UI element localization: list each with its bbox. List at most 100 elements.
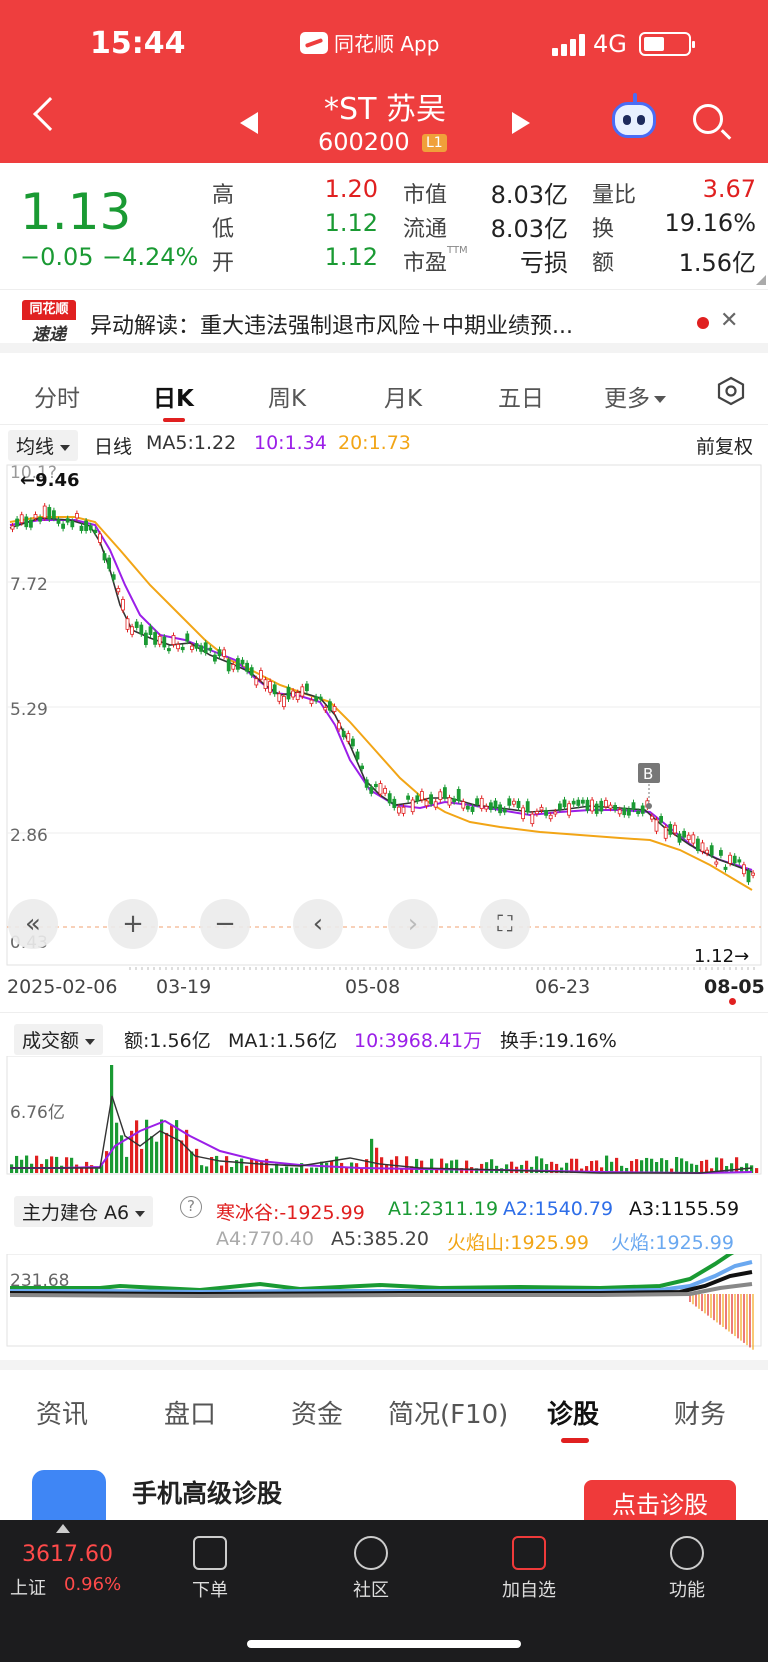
volume-bar: [365, 1159, 369, 1173]
tab-diagnosis[interactable]: 诊股: [547, 1400, 600, 1430]
tab-news[interactable]: 资讯: [36, 1400, 89, 1430]
candle: [249, 667, 254, 676]
scroll-right-button[interactable]: ›: [388, 899, 438, 949]
volume-bar: [585, 1166, 589, 1173]
volume-bar: [710, 1168, 714, 1173]
tab-weekly-k[interactable]: 周K: [268, 386, 307, 412]
candle: [419, 791, 424, 801]
volume-bar: [465, 1160, 469, 1173]
volume-bar: [375, 1147, 379, 1173]
status-app-name: 同花顺 App: [334, 32, 440, 56]
tab-minute[interactable]: 分时: [34, 386, 80, 412]
nav-functions[interactable]: 功能: [642, 1530, 732, 1602]
ind-a2: A2:1540.79: [503, 1198, 614, 1220]
status-app-indicator[interactable]: 同花顺 App: [300, 28, 439, 57]
candle: [277, 693, 282, 702]
candle: [84, 520, 88, 532]
last-price-marker: 1.12→: [694, 946, 749, 967]
candle: [47, 507, 52, 520]
volume-bar: [165, 1132, 169, 1173]
tab-more[interactable]: 更多: [604, 379, 666, 413]
tab-orderbook[interactable]: 盘口: [164, 1400, 217, 1430]
volume-bar: [15, 1155, 19, 1173]
volume-bar: [345, 1167, 349, 1173]
volume-bar: [645, 1157, 649, 1173]
network-label: 4G: [593, 30, 627, 58]
candle: [121, 599, 125, 611]
back-icon[interactable]: [33, 97, 67, 131]
adjust-mode[interactable]: 前复权: [696, 436, 754, 458]
alert-banner[interactable]: 同花顺 速递 异动解读：重大违法强制退市风险＋中期业绩预... ✕: [0, 289, 768, 353]
volume-bar: [45, 1159, 49, 1173]
scroll-left-button[interactable]: ‹: [293, 899, 343, 949]
candle: [295, 692, 300, 700]
volume-chart[interactable]: 6.76亿: [0, 1056, 768, 1176]
expand-corner-icon[interactable]: [756, 275, 766, 285]
rewind-button[interactable]: «: [8, 899, 58, 949]
index-pct: 0.96%: [64, 1574, 122, 1595]
alert-text[interactable]: 异动解读：重大违法强制退市风险＋中期业绩预...: [90, 314, 573, 339]
indicator-chart[interactable]: 231.68: [0, 1254, 768, 1350]
tab-daily-k[interactable]: 日K: [153, 386, 194, 412]
tab-finance[interactable]: 财务: [674, 1400, 727, 1430]
last-price: 1.13: [20, 183, 132, 241]
search-icon[interactable]: [693, 104, 723, 134]
volume-bar: [235, 1160, 239, 1173]
date-4: 06-23: [535, 976, 591, 998]
kline-chart[interactable]: 10.1? ←9.46 7.72 5.29 2.86 0.43 1.12→ B: [0, 460, 768, 970]
help-icon[interactable]: ?: [180, 1196, 202, 1218]
volume-bar: [690, 1163, 694, 1173]
ma5-line: [9, 517, 753, 873]
candle: [364, 779, 369, 788]
settings-hex-icon[interactable]: [716, 376, 746, 406]
b-buy-marker[interactable]: B: [638, 763, 660, 809]
volume-bar: [320, 1161, 324, 1173]
volume-turnover: 换手:19.16%: [500, 1030, 617, 1052]
candle: [28, 519, 33, 528]
home-indicator[interactable]: [247, 1640, 521, 1648]
star-badge-icon: [354, 1536, 388, 1570]
expand-up-icon[interactable]: [56, 1524, 70, 1533]
volume-bar: [590, 1161, 594, 1173]
fullscreen-button[interactable]: ⛶: [480, 899, 530, 949]
diagnosis-title: 手机高级诊股: [132, 1479, 283, 1508]
candle: [199, 645, 204, 652]
volume-bar: [605, 1155, 609, 1173]
volume-dropdown[interactable]: 成交额: [14, 1024, 104, 1055]
candle: [245, 662, 250, 672]
news-logo-top: 同花顺: [22, 300, 76, 320]
candle: [429, 794, 434, 805]
index-value[interactable]: 3617.60: [22, 1542, 113, 1567]
nav-add-watchlist[interactable]: 加自选: [484, 1530, 574, 1602]
candle: [714, 861, 719, 865]
tab-f10[interactable]: 简况(F10): [388, 1400, 509, 1430]
next-stock-icon[interactable]: [512, 112, 530, 134]
ytick-1: 7.72: [10, 575, 48, 595]
candle: [705, 849, 709, 854]
robot-assistant-icon[interactable]: [612, 93, 656, 138]
close-icon[interactable]: ✕: [720, 308, 739, 333]
tab-capital[interactable]: 资金: [291, 1400, 344, 1430]
candle: [107, 557, 111, 569]
volume-bar: [525, 1160, 529, 1173]
tab-five-day[interactable]: 五日: [498, 386, 544, 412]
candle: [742, 864, 746, 875]
zoom-in-button[interactable]: +: [108, 899, 158, 949]
indicator-dropdown[interactable]: 均线: [8, 430, 79, 461]
candle: [176, 644, 181, 650]
nav-trade[interactable]: 下单: [165, 1530, 255, 1602]
amount-label: 额: [592, 251, 615, 276]
candle: [691, 834, 696, 844]
active-tab-indicator: [163, 418, 185, 422]
candle: [373, 783, 378, 788]
volume-bar: [685, 1161, 689, 1173]
indicator-dropdown-a6[interactable]: 主力建仓 A6: [14, 1196, 154, 1227]
candle: [360, 765, 365, 770]
signal-icon: [552, 32, 585, 56]
nav-community[interactable]: 社区: [326, 1530, 416, 1602]
tab-monthly-k[interactable]: 月K: [384, 386, 423, 412]
candle: [640, 805, 645, 814]
status-right: 4G: [552, 30, 695, 58]
zoom-out-button[interactable]: −: [200, 899, 250, 949]
prev-stock-icon[interactable]: [240, 112, 258, 134]
